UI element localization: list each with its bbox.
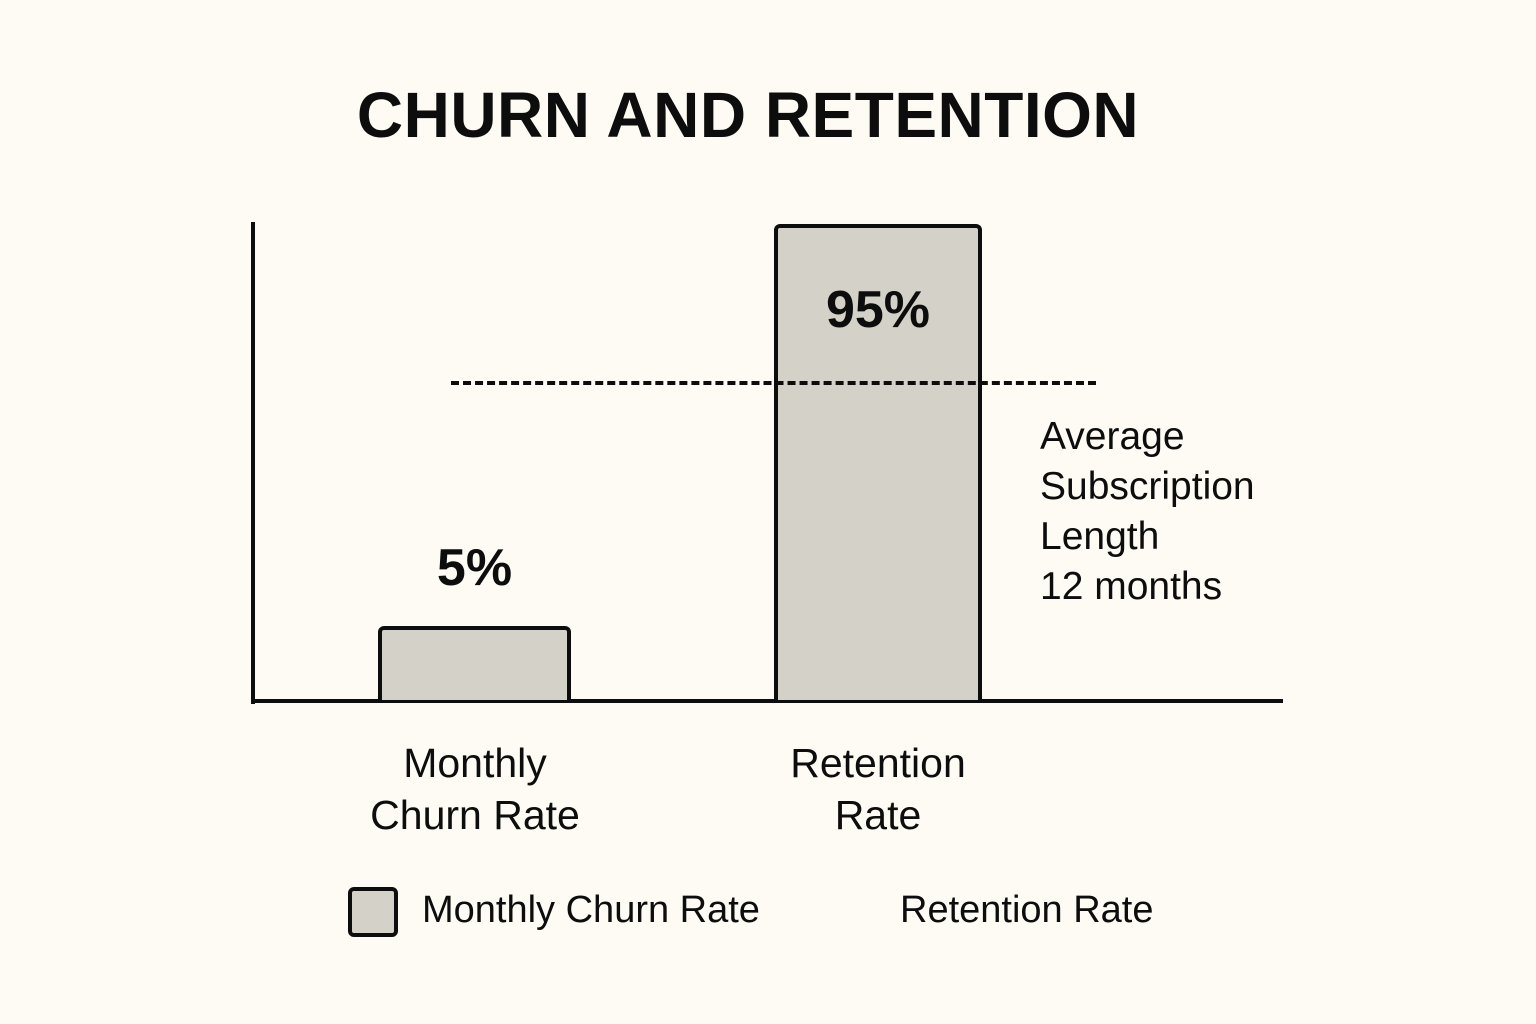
chart-title: CHURN AND RETENTION	[356, 79, 1140, 151]
reference-line-annotation: Average Subscription Length 12 months	[1040, 412, 1255, 612]
annotation-line-1: Average	[1040, 415, 1185, 458]
x-tick-label-churn: Monthly Churn Rate	[330, 737, 620, 841]
x-tick-label-line: Rate	[834, 792, 922, 838]
y-axis	[251, 222, 255, 704]
legend-entry-churn: Monthly Churn Rate	[422, 889, 760, 931]
annotation-line-2: Subscription	[1040, 465, 1255, 508]
x-tick-label-retention: Retention Rate	[730, 737, 1026, 841]
legend-entry-retention: Retention Rate	[900, 889, 1154, 931]
average-reference-line	[451, 381, 1096, 385]
legend-swatch-churn	[348, 887, 398, 937]
annotation-value: 12 months	[1040, 565, 1223, 608]
x-axis	[251, 699, 1283, 703]
annotation-line-3: Length	[1040, 515, 1160, 558]
value-label-retention: 95%	[825, 281, 931, 339]
value-label-churn: 5%	[436, 539, 513, 597]
bar-retention-rate	[774, 224, 982, 700]
x-tick-label-line: Retention	[790, 740, 966, 786]
x-tick-label-line: Churn Rate	[370, 792, 580, 838]
x-tick-label-line: Monthly	[403, 740, 547, 786]
bar-monthly-churn-rate	[378, 626, 571, 700]
